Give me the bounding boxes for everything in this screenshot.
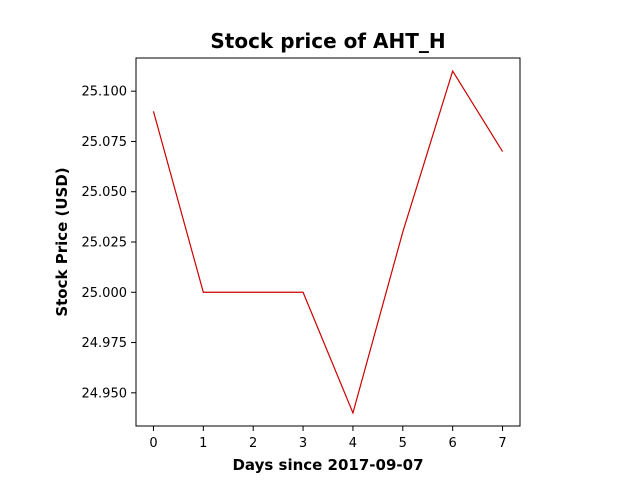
series-line-0 xyxy=(152,69,504,415)
x-tick-label: 2 xyxy=(249,436,257,451)
series-group xyxy=(152,69,504,415)
x-axis-label: Days since 2017-09-07 xyxy=(232,456,423,474)
y-tick-label: 25.050 xyxy=(82,185,128,200)
y-tick-label: 25.100 xyxy=(82,85,128,100)
x-tick-label: 3 xyxy=(299,436,307,451)
x-tick-label: 6 xyxy=(449,436,457,451)
x-tick-label: 5 xyxy=(399,436,407,451)
x-tick-label: 4 xyxy=(349,436,357,451)
y-tick-label: 24.975 xyxy=(82,336,128,351)
x-tick-label: 7 xyxy=(498,436,506,451)
y-axis: 24.950 24.975 25.000 25.025 25.050 25.075 25.1… xyxy=(82,85,136,401)
y-tick-label: 25.025 xyxy=(82,236,128,251)
x-axis: 0 1 2 3 4 5 6 7 xyxy=(149,426,507,451)
x-tick-label: 1 xyxy=(199,436,207,451)
y-tick-label: 25.075 xyxy=(82,135,128,150)
chart-title: Stock price of AHT_H xyxy=(210,29,445,53)
y-tick-label: 24.950 xyxy=(82,386,128,401)
y-tick-label: 25.000 xyxy=(82,286,128,301)
x-tick-label: 0 xyxy=(149,436,157,451)
y-axis-label: Stock Price (USD) xyxy=(53,167,71,316)
plot-frame xyxy=(135,57,521,427)
